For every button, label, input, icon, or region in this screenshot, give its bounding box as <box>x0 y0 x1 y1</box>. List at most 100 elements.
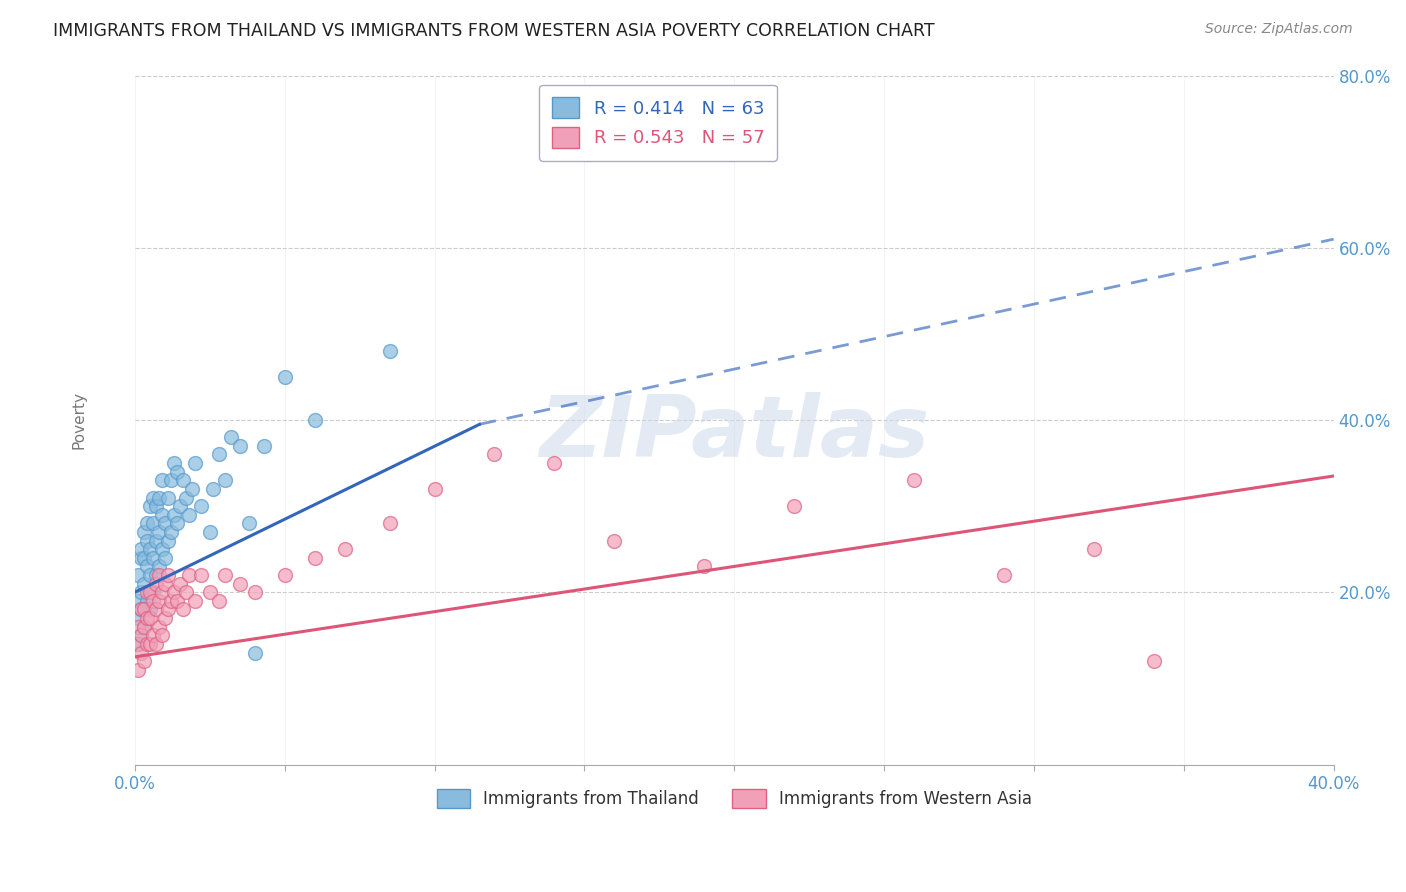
Point <box>129 550 152 565</box>
Point <box>190 499 212 513</box>
Point <box>150 542 173 557</box>
Point <box>139 499 162 513</box>
Point <box>201 482 224 496</box>
Point <box>238 516 260 531</box>
Point <box>142 594 165 608</box>
Point <box>229 439 252 453</box>
Point <box>135 559 157 574</box>
Point <box>145 576 167 591</box>
Point <box>132 620 155 634</box>
Point <box>1083 542 1105 557</box>
Point <box>159 594 181 608</box>
Point <box>127 637 149 651</box>
Point <box>129 628 152 642</box>
Point <box>150 628 173 642</box>
Point <box>177 568 200 582</box>
Text: ZIPatlas: ZIPatlas <box>538 392 929 475</box>
Point <box>273 568 295 582</box>
Point <box>693 559 716 574</box>
Point <box>127 663 149 677</box>
Point <box>142 585 165 599</box>
Point <box>139 542 162 557</box>
Point <box>129 602 152 616</box>
Point <box>142 516 165 531</box>
Point <box>243 585 266 599</box>
Point <box>142 550 165 565</box>
Point <box>903 473 925 487</box>
Y-axis label: Poverty: Poverty <box>72 391 86 449</box>
Point <box>184 594 207 608</box>
Point <box>145 568 167 582</box>
Point <box>378 516 401 531</box>
Point <box>156 491 179 505</box>
Point <box>135 611 157 625</box>
Point <box>177 508 200 522</box>
Point <box>333 542 356 557</box>
Point <box>423 482 446 496</box>
Point <box>219 430 242 444</box>
Point <box>153 576 176 591</box>
Point <box>129 542 152 557</box>
Point <box>378 344 401 359</box>
Point <box>184 456 207 470</box>
Point <box>129 602 152 616</box>
Point <box>132 654 155 668</box>
Point <box>153 516 176 531</box>
Point <box>127 594 149 608</box>
Text: IMMIGRANTS FROM THAILAND VS IMMIGRANTS FROM WESTERN ASIA POVERTY CORRELATION CHA: IMMIGRANTS FROM THAILAND VS IMMIGRANTS F… <box>53 22 935 40</box>
Point <box>208 594 231 608</box>
Point <box>139 568 162 582</box>
Point <box>150 585 173 599</box>
Point <box>127 568 149 582</box>
Point <box>156 602 179 616</box>
Point <box>145 499 167 513</box>
Point <box>214 473 236 487</box>
Point <box>132 550 155 565</box>
Point <box>145 602 167 616</box>
Point <box>132 602 155 616</box>
Point <box>135 594 157 608</box>
Point <box>148 524 170 539</box>
Point <box>139 637 162 651</box>
Point <box>273 370 295 384</box>
Point <box>129 585 152 599</box>
Point <box>484 447 506 461</box>
Point <box>135 516 157 531</box>
Point <box>543 456 565 470</box>
Point <box>129 646 152 660</box>
Point <box>190 568 212 582</box>
Point <box>132 620 155 634</box>
Point <box>127 611 149 625</box>
Point <box>135 585 157 599</box>
Point <box>150 508 173 522</box>
Point <box>127 620 149 634</box>
Point <box>198 524 221 539</box>
Point <box>243 646 266 660</box>
Point <box>163 456 186 470</box>
Point <box>129 628 152 642</box>
Point <box>198 585 221 599</box>
Point <box>159 473 181 487</box>
Point <box>153 550 176 565</box>
Point <box>148 491 170 505</box>
Point <box>148 594 170 608</box>
Point <box>172 602 194 616</box>
Point <box>150 473 173 487</box>
Point <box>135 637 157 651</box>
Point <box>1143 654 1166 668</box>
Point <box>166 516 188 531</box>
Point <box>139 602 162 616</box>
Point <box>174 491 197 505</box>
Point <box>163 508 186 522</box>
Point <box>148 568 170 582</box>
Point <box>159 524 181 539</box>
Point <box>783 499 806 513</box>
Point <box>156 568 179 582</box>
Point <box>148 559 170 574</box>
Point <box>169 499 191 513</box>
Point <box>145 533 167 548</box>
Point <box>145 637 167 651</box>
Point <box>132 524 155 539</box>
Point <box>132 576 155 591</box>
Point <box>127 637 149 651</box>
